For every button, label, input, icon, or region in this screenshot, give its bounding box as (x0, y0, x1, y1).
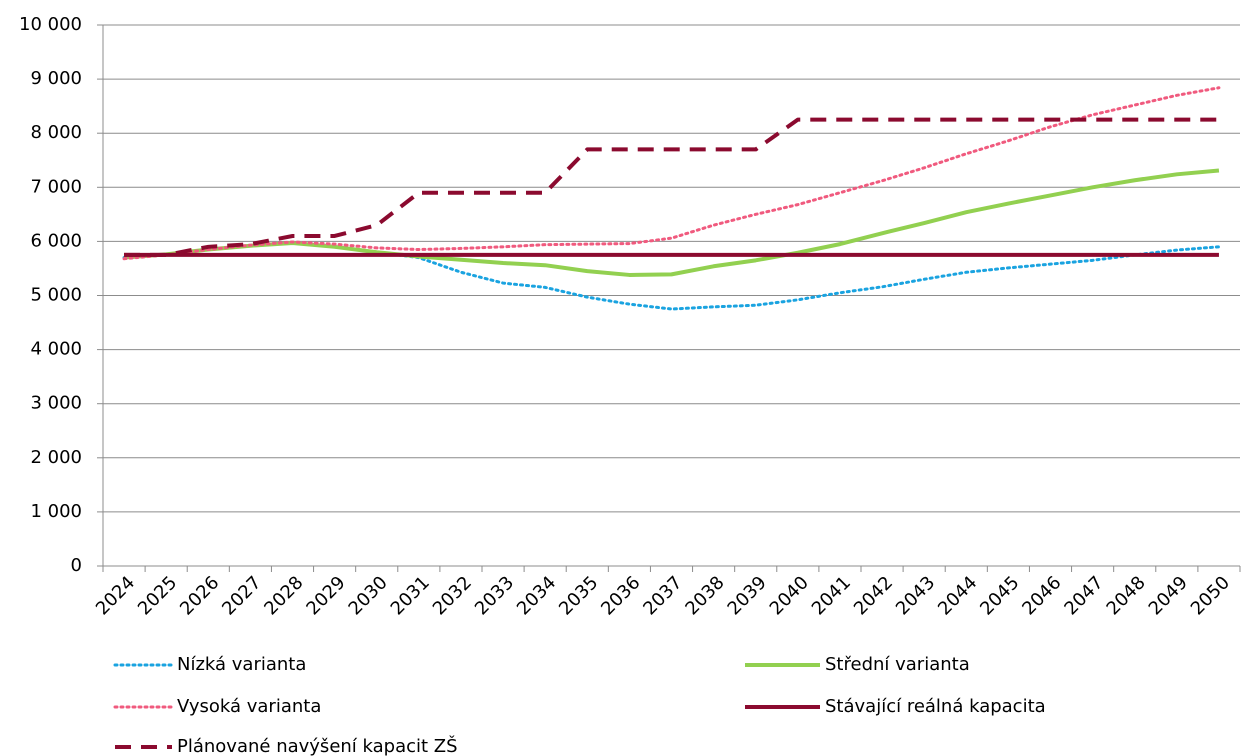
y-tick-label: 4 000 (30, 339, 82, 360)
x-tick-label: 2041 (808, 572, 855, 619)
legend-label: Nízká varianta (177, 654, 306, 675)
x-tick-label: 2030 (345, 572, 392, 619)
y-tick-label: 2 000 (30, 447, 82, 468)
x-tick-label: 2026 (176, 572, 223, 619)
x-tick-label: 2032 (429, 572, 476, 619)
x-tick-label: 2045 (976, 572, 1023, 619)
x-tick-label: 2027 (218, 572, 265, 619)
y-tick-label: 6 000 (30, 230, 82, 251)
legend-label: Vysoká varianta (177, 696, 321, 717)
legend-label: Plánované navýšení kapacit ZŠ (177, 735, 458, 756)
x-tick-label: 2039 (724, 572, 771, 619)
x-tick-label: 2028 (260, 572, 307, 619)
x-tick-label: 2047 (1060, 572, 1107, 619)
series-line (124, 117, 1219, 257)
y-tick-label: 3 000 (30, 393, 82, 414)
x-tick-label: 2042 (850, 572, 897, 619)
legend-label: Střední varianta (825, 654, 970, 675)
x-tick-label: 2048 (1103, 572, 1150, 619)
x-tick-label: 2025 (134, 572, 181, 619)
y-tick-label: 8 000 (30, 122, 82, 143)
y-tick-label: 9 000 (30, 68, 82, 89)
y-tick-label: 1 000 (30, 501, 82, 522)
series-line (123, 168, 1220, 277)
x-tick-label: 2031 (387, 572, 434, 619)
x-tick-label: 2038 (681, 572, 728, 619)
x-tick-label: 2036 (597, 572, 644, 619)
x-tick-label: 2040 (766, 572, 813, 619)
x-tick-label: 2050 (1187, 572, 1234, 619)
x-tick-label: 2049 (1145, 572, 1192, 619)
y-tick-label: 10 000 (19, 14, 82, 35)
x-tick-label: 2044 (934, 572, 981, 619)
series-line (122, 86, 1221, 261)
x-tick-label: 2033 (471, 572, 518, 619)
x-tick-label: 2034 (513, 572, 560, 619)
x-tick-label: 2043 (892, 572, 939, 619)
x-tick-label: 2024 (92, 572, 139, 619)
legend-label: Stávající reálná kapacita (825, 696, 1046, 717)
y-tick-label: 7 000 (30, 176, 82, 197)
y-tick-label: 5 000 (30, 285, 82, 306)
y-tick-label: 0 (71, 555, 82, 576)
x-tick-label: 2029 (302, 572, 349, 619)
x-tick-label: 2037 (639, 572, 686, 619)
x-tick-label: 2035 (555, 572, 602, 619)
x-tick-label: 2046 (1018, 572, 1065, 619)
